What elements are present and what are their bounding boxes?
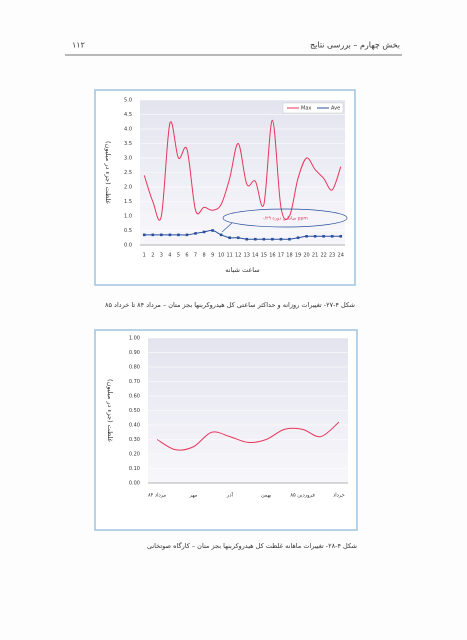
x-tick-label: 11 — [227, 253, 233, 259]
x-tick-label: 3 — [160, 253, 163, 259]
y-tick-label: 2.5 — [124, 170, 132, 176]
point-marker — [330, 235, 334, 238]
point-marker — [202, 230, 206, 234]
x-tick-label: 14 — [252, 253, 258, 259]
x-tick-label: خرداد — [333, 493, 345, 499]
y-tick-label: 4.5 — [124, 112, 132, 118]
y-tick-label: 0.10 — [129, 466, 140, 472]
x-tick-label: مهر — [189, 493, 198, 499]
y-tick-label: 3.5 — [124, 141, 132, 147]
x-tick-label: 16 — [269, 253, 275, 259]
y-tick-label: 0.50 — [129, 408, 140, 414]
point-marker — [160, 233, 163, 237]
point-marker — [339, 235, 343, 238]
x-tick-label: بهمن — [261, 493, 271, 499]
point-marker — [236, 236, 240, 240]
x-tick-label: 18 — [286, 253, 292, 259]
point-marker — [288, 237, 291, 241]
caption: شکل ۴-۲۷- تغییرات روزانه و حداکثر ساعتی … — [105, 301, 355, 309]
annotation-pointer — [221, 222, 233, 233]
x-tick-label: مرداد ۸۴ — [148, 493, 167, 499]
point-marker — [313, 235, 317, 238]
series-line — [143, 119, 342, 221]
legend-box — [282, 102, 344, 114]
x-tick-label: 20 — [303, 253, 309, 259]
y-tick-label: 1.0 — [124, 214, 132, 220]
y-axis-label: غلظت (جزء در میلیون) — [106, 379, 114, 443]
header-title: بخش چهارم – بررسی نتایج — [310, 41, 400, 50]
point-marker — [211, 229, 214, 232]
point-marker — [262, 237, 266, 241]
y-axis-label: غلظت (جزء در میلیون) — [104, 141, 112, 205]
y-tick-label: 0.30 — [129, 437, 140, 443]
y-tick-label: 4.0 — [124, 127, 132, 133]
x-tick-label: 22 — [320, 253, 326, 259]
legend-label: Max — [301, 106, 311, 112]
x-tick-label: 5 — [177, 253, 180, 259]
point-marker — [305, 235, 308, 238]
point-marker — [245, 237, 249, 241]
point-marker — [322, 235, 325, 238]
y-tick-label: 3.0 — [124, 156, 132, 162]
y-tick-label: 0.00 — [129, 481, 140, 487]
x-tick-label: 19 — [295, 253, 301, 259]
x-tick-label: 7 — [194, 253, 197, 259]
x-tick-label: 15 — [261, 253, 267, 259]
x-tick-label: 9 — [211, 253, 214, 259]
legend-label: Ave — [331, 106, 340, 112]
x-tick-label: 24 — [338, 253, 344, 259]
x-tick-label: 21 — [312, 253, 318, 259]
y-tick-label: 5.0 — [124, 98, 132, 104]
x-tick-label: 2 — [151, 253, 154, 259]
y-tick-label: 0.80 — [129, 365, 140, 371]
y-tick-label: 0.60 — [129, 394, 140, 400]
point-marker — [296, 236, 300, 240]
caption: شکل ۴-۲۸- تغییرات ماهانه غلظت کل هیدروکر… — [147, 542, 357, 550]
point-marker — [142, 233, 146, 237]
x-axis-label: ساعت شبانه — [225, 266, 259, 274]
point-marker — [151, 233, 155, 237]
y-tick-label: 2.0 — [124, 185, 132, 191]
x-tick-label: 6 — [185, 253, 188, 259]
y-tick-label: 0.20 — [129, 452, 140, 458]
y-tick-label: 0.5 — [124, 228, 132, 234]
x-tick-label: فروردین ۸۵ — [290, 493, 315, 499]
y-tick-label: 0.0 — [124, 243, 132, 249]
y-tick-label: 0.70 — [129, 379, 140, 385]
point-marker — [219, 233, 223, 237]
point-marker — [271, 237, 274, 241]
x-tick-label: 13 — [244, 253, 250, 259]
x-tick-label: آذر — [226, 492, 234, 499]
x-tick-label: 1 — [143, 253, 146, 259]
series-line — [156, 421, 340, 451]
y-tick-label: 0.90 — [129, 350, 140, 356]
annotation-ellipse — [222, 208, 348, 228]
x-tick-label: 12 — [235, 253, 241, 259]
point-marker — [177, 233, 180, 237]
point-marker — [228, 236, 231, 240]
page-number: ۱۱۲ — [72, 41, 85, 50]
y-tick-label: 1.00 — [129, 336, 140, 342]
annotation: میانگین دوره ۰/۲۹ ppm — [262, 215, 308, 222]
x-tick-label: 4 — [168, 253, 171, 259]
y-tick-label: 1.5 — [124, 199, 132, 205]
y-tick-label: 0.40 — [129, 423, 140, 429]
point-marker — [168, 233, 172, 237]
point-marker — [185, 233, 189, 237]
x-tick-label: 23 — [329, 253, 335, 259]
x-tick-label: 8 — [202, 253, 205, 259]
x-tick-label: 17 — [278, 253, 284, 259]
point-marker — [194, 232, 197, 235]
x-tick-label: 10 — [218, 253, 224, 259]
point-marker — [254, 237, 257, 241]
point-marker — [279, 237, 283, 241]
